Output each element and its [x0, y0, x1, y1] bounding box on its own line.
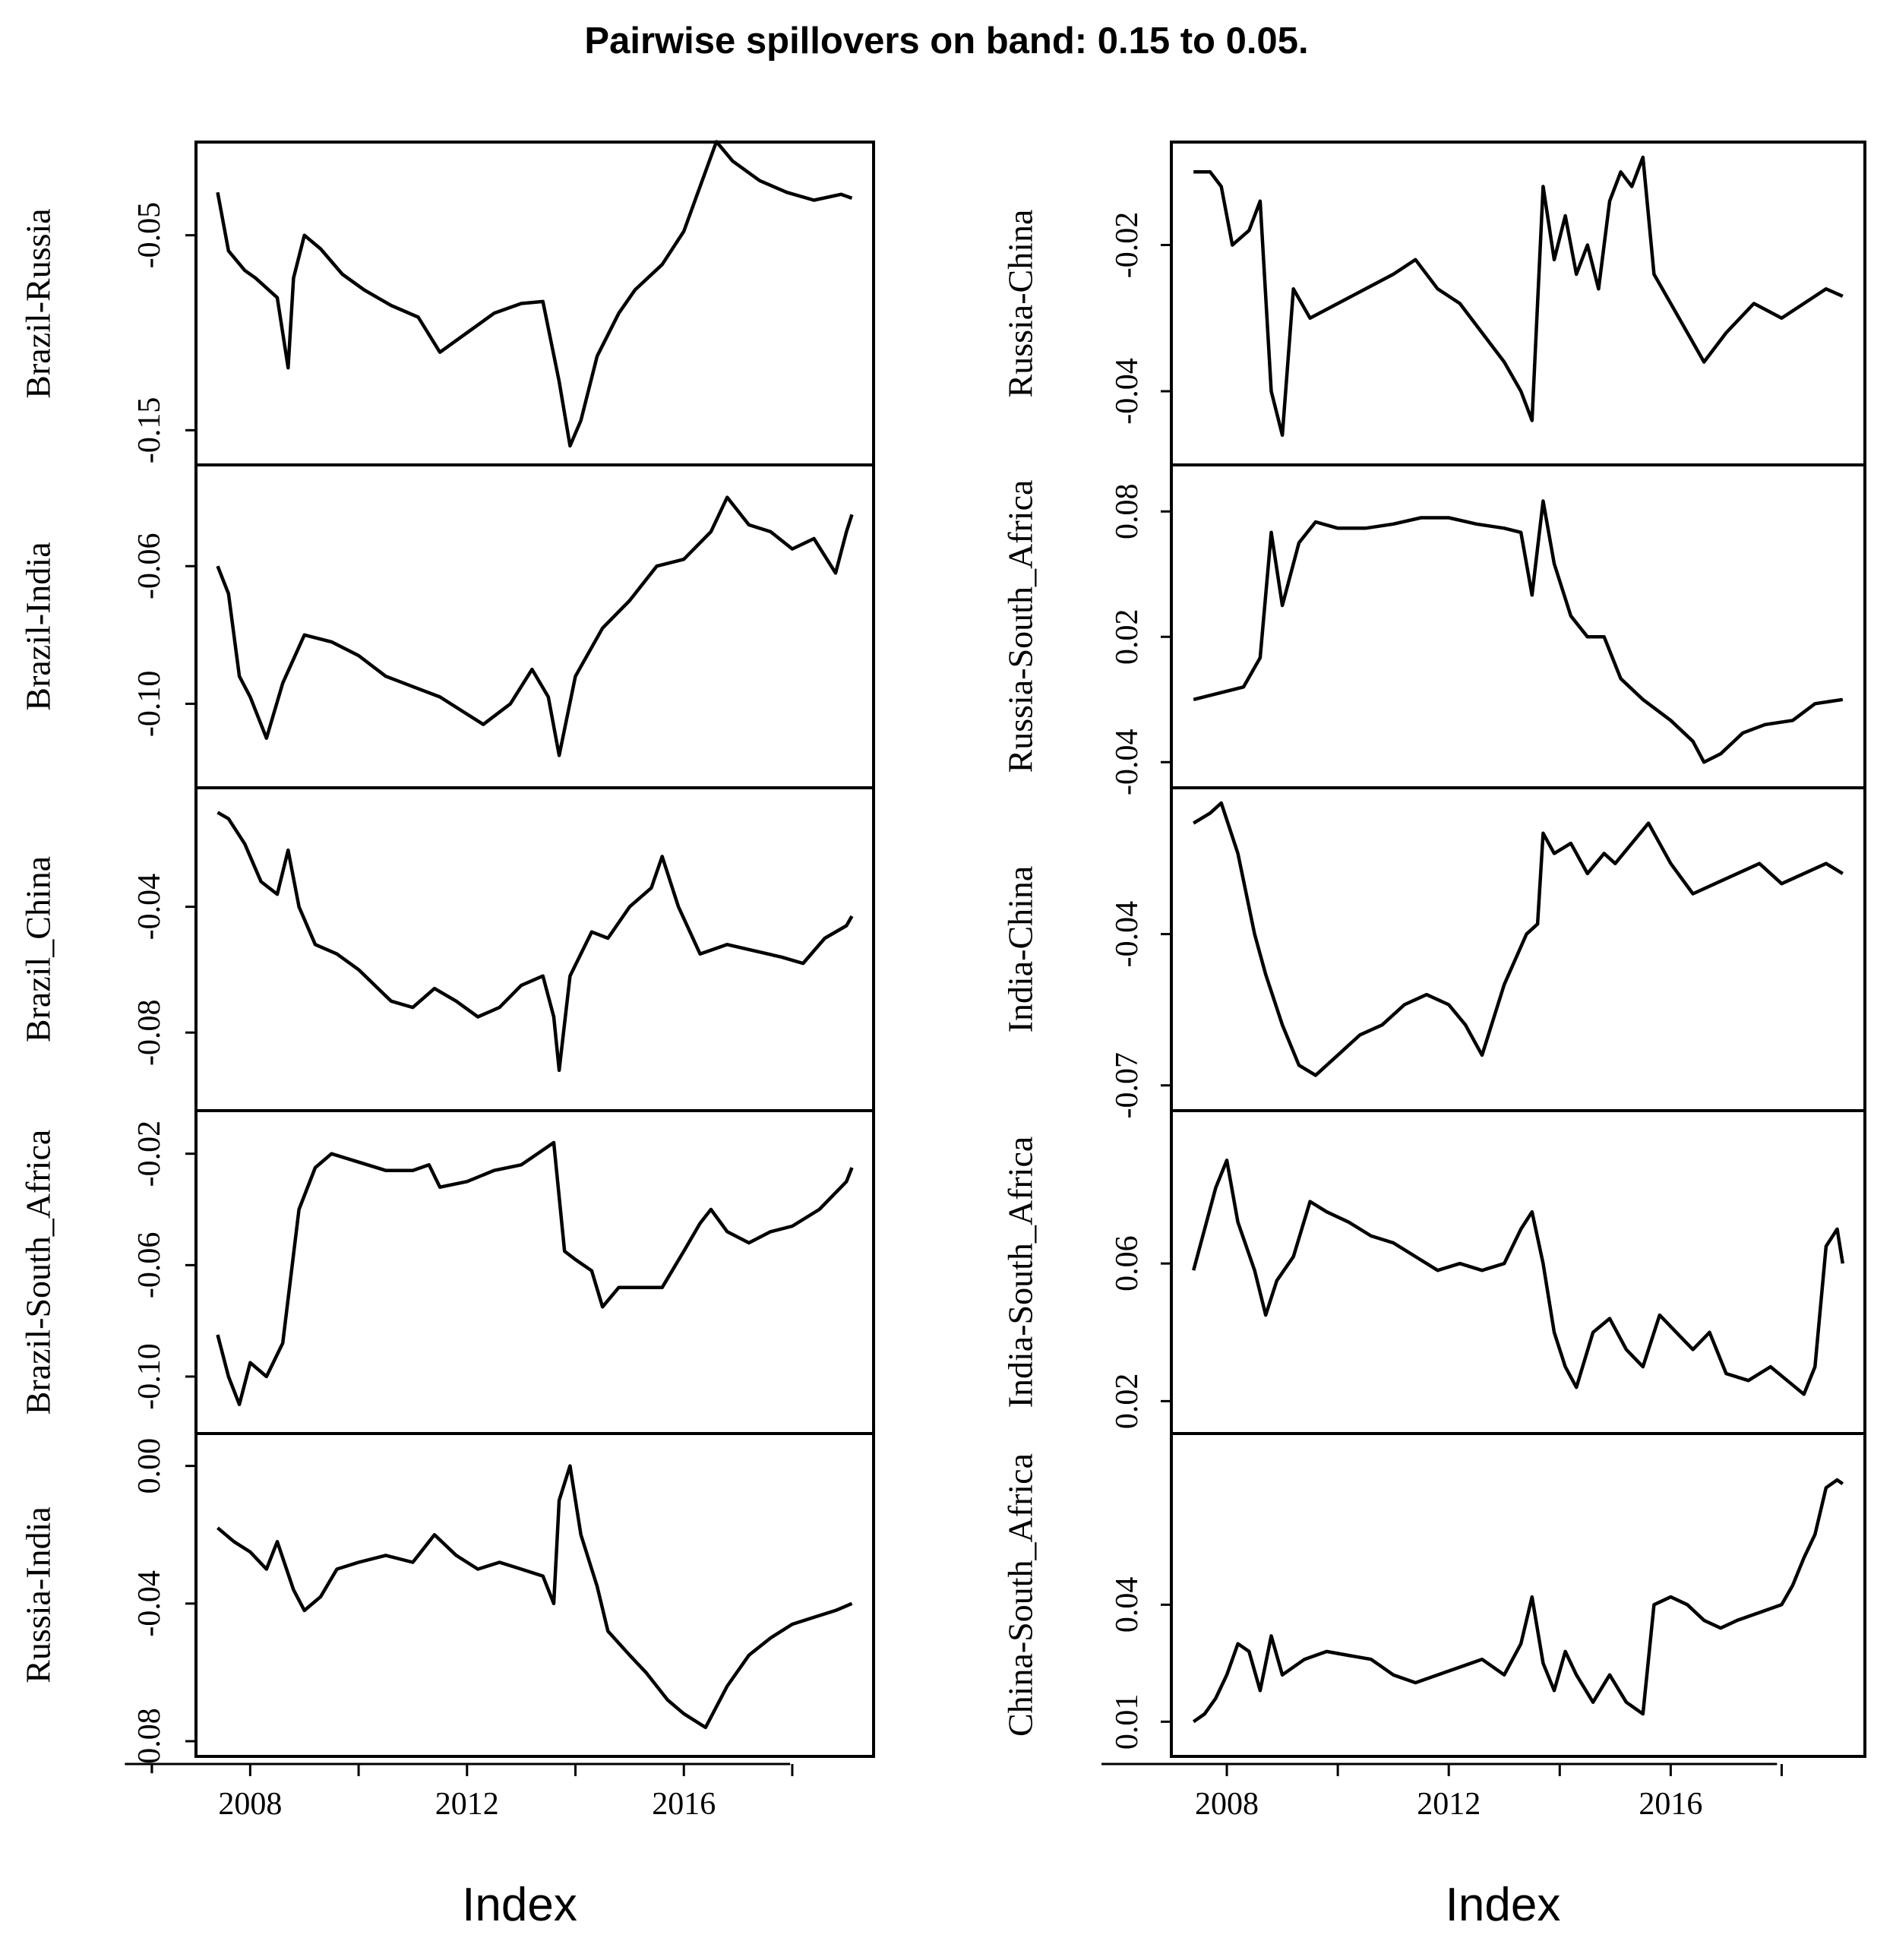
x-axis: 2008 2012 2016 Index — [1101, 1762, 1783, 1931]
series-line — [1193, 499, 1844, 764]
y-tick-label: -0.05 — [132, 202, 167, 269]
x-tick-label: 2008 — [218, 1787, 282, 1822]
y-tick-label: -0.15 — [132, 397, 167, 464]
y-tick-label: 0.00 — [132, 1438, 167, 1494]
panel-ylabel: Russia-China — [1001, 210, 1040, 398]
y-tick-label: -0.06 — [132, 533, 167, 599]
y-tick-label: -0.10 — [132, 671, 167, 738]
panel-ylabel: China-South_Africa — [1001, 1453, 1040, 1737]
y-tick-label: 0.06 — [1110, 1235, 1145, 1291]
panel-ylabel: Russia-India — [19, 1506, 58, 1683]
series-line — [216, 495, 854, 757]
figure-title: Pairwise spillovers on band: 0.15 to 0.0… — [584, 21, 1308, 62]
panel-1-3: 0.06 0.02 India-South_Africa — [1001, 1109, 1866, 1435]
panel-1-2: -0.04 -0.07 India-China — [1001, 786, 1866, 1119]
x-tick-label: 2008 — [1195, 1787, 1259, 1822]
y-tick-label: -0.04 — [132, 1570, 167, 1637]
panel-frame — [1170, 1432, 1866, 1758]
x-tick-label: 2016 — [652, 1787, 716, 1822]
panel-ylabel: Brazil-Russia — [19, 208, 58, 398]
series-line — [216, 1140, 854, 1406]
series-line — [1192, 1159, 1845, 1396]
y-tick-label: -0.10 — [132, 1343, 167, 1410]
x-axis: 2008 2012 2016 Index — [125, 1762, 794, 1931]
panel-1-4: 0.04 0.01 China-South_Africa — [1001, 1432, 1866, 1758]
series-line — [1193, 155, 1844, 438]
series-line — [216, 1464, 853, 1730]
y-tick-label: -0.04 — [1110, 901, 1145, 968]
y-tick-label: 0.02 — [1110, 609, 1145, 665]
left-column: -0.05 -0.15 Brazil-Russia -0.06 -0.10 Brazil-… — [19, 140, 875, 1931]
y-tick-label: 0.02 — [1110, 1374, 1145, 1430]
x-axis-title: Index — [462, 1879, 577, 1931]
x-tick-label: 2012 — [1417, 1787, 1481, 1822]
panel-ylabel: Brazil-India — [19, 542, 58, 710]
y-tick-label: -0.04 — [1110, 358, 1145, 425]
y-tick-label: -0.04 — [132, 874, 167, 940]
panel-ylabel: India-South_Africa — [1001, 1136, 1040, 1408]
panel-ylabel: Brazil_China — [19, 856, 58, 1042]
y-tick-label: -0.06 — [132, 1232, 167, 1299]
y-tick-label: -0.02 — [132, 1121, 167, 1187]
series-line — [1192, 1478, 1844, 1724]
y-tick-label: -0.07 — [1110, 1052, 1145, 1119]
y-tick-label: 0.04 — [1110, 1577, 1145, 1633]
panel-0-1: -0.06 -0.10 Brazil-India — [19, 463, 875, 789]
y-tick-label: -0.02 — [1110, 212, 1145, 279]
y-tick-label: 0.01 — [1110, 1694, 1145, 1750]
panel-ylabel: Russia-South_Africa — [1001, 480, 1040, 773]
x-axis-title: Index — [1446, 1879, 1561, 1931]
series-line — [216, 140, 853, 448]
y-tick-label: -0.04 — [1110, 729, 1145, 796]
x-tick-label: 2012 — [435, 1787, 499, 1822]
panel-frame — [194, 1432, 875, 1758]
series-line — [1193, 801, 1844, 1077]
y-tick-label: 0.08 — [1110, 484, 1145, 540]
series-line — [216, 811, 854, 1073]
panel-ylabel: Brazil-South_Africa — [19, 1130, 58, 1415]
y-tick-label: -0.08 — [132, 999, 167, 1066]
x-tick-label: 2016 — [1639, 1787, 1702, 1822]
panel-0-2: -0.04 -0.08 Brazil_China — [19, 786, 875, 1112]
panel-ylabel: India-China — [1001, 866, 1040, 1033]
right-column: -0.02 -0.04 Russia-China 0.08 0.02 -0.04 Russi… — [1001, 141, 1866, 1931]
